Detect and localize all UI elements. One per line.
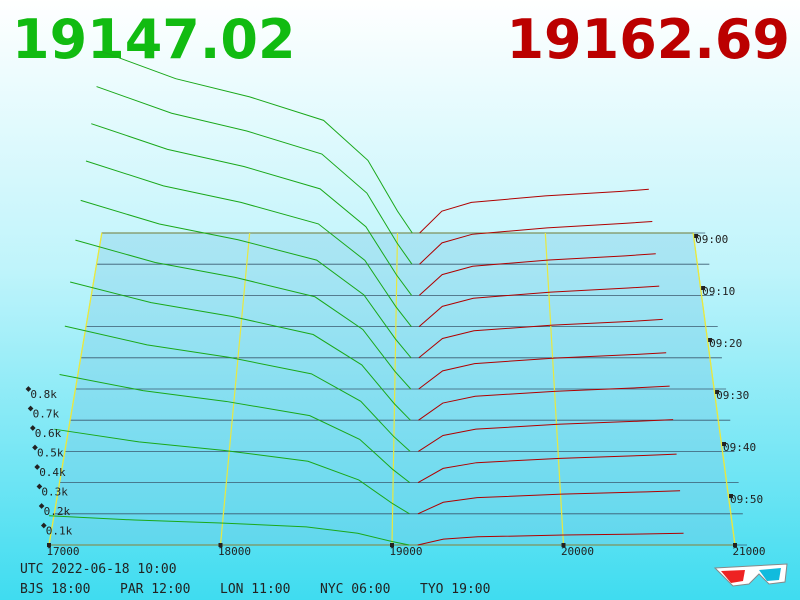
ask-depth-line [419,221,653,265]
zone-time: NYC 06:00 [320,582,390,597]
bid-price: 19147.02 [12,8,296,71]
grid-line [48,232,103,546]
bid-depth-line [80,199,412,359]
bid-depth-line [101,50,413,234]
x-tick-dot [561,543,566,547]
ask-depth-line [419,188,649,234]
ask-depth-line [417,453,677,484]
ask-depth-line [417,490,681,515]
ask-depth-line [418,385,670,421]
ask-depth-line [418,318,663,359]
t-tick-label: 09:40 [723,441,756,454]
grid-line [391,232,399,546]
x-tick-dot [733,543,737,547]
bid-depth-line [54,428,410,515]
t-tick-dot [722,442,727,446]
bid-depth-line [75,239,412,390]
t-tick-dot [729,494,734,498]
t-tick-label: 09:50 [730,493,763,506]
bid-depth-line [96,86,413,265]
x-tick-dot [390,543,394,547]
ask-depth-line [418,419,674,452]
grid-line [219,232,251,546]
t-tick-label: 09:20 [709,337,742,350]
grid-line [692,232,736,546]
x-tick-label: 21000 [732,545,765,558]
zone-time: LON 11:00 [220,582,290,597]
bid-depth-line [85,160,412,327]
ask-depth-line [418,352,667,390]
bid-depth-line [59,374,411,483]
ask-depth-line [418,253,656,296]
t-tick-dot [694,234,699,238]
t-tick-label: 09:30 [716,389,749,402]
y-tick-label: 0.4k [39,466,66,479]
y-tick-label: 0.5k [37,447,64,460]
t-tick-dot [708,338,713,342]
ask-depth-line [418,285,660,327]
bid-depth-line [48,515,410,546]
utc-time: UTC 2022-06-18 10:00 [20,562,177,577]
x-tick-dot [47,543,51,547]
zone-time: PAR 12:00 [120,582,190,597]
y-tick-label: 0.8k [30,388,57,401]
t-tick-dot [701,286,706,290]
y-tick-label: 0.2k [44,505,71,518]
glasses-icon [713,563,788,587]
y-tick-label: 0.7k [33,408,60,421]
zone-time: BJS 18:00 [20,582,90,597]
y-tick-label: 0.3k [41,486,68,499]
ask-price: 19162.69 [506,8,790,71]
t-tick-dot [715,390,720,394]
y-tick-dot [40,522,47,529]
x-tick-dot [218,543,223,547]
grid-line [544,232,565,546]
y-tick-label: 0.1k [46,525,73,538]
x-tick-label: 20000 [561,545,594,558]
y-tick-label: 0.6k [35,427,62,440]
bid-depth-line [91,123,413,296]
bid-depth-line [64,325,411,452]
t-tick-label: 09:00 [695,233,728,246]
x-tick-label: 19000 [389,545,422,558]
x-tick-label: 17000 [46,545,79,558]
ask-depth-line [417,532,684,546]
t-tick-label: 09:10 [702,285,735,298]
x-tick-label: 18000 [218,545,251,558]
zone-time: TYO 19:00 [420,582,490,597]
bid-depth-line [70,281,411,421]
y-tick-dot [25,386,32,392]
